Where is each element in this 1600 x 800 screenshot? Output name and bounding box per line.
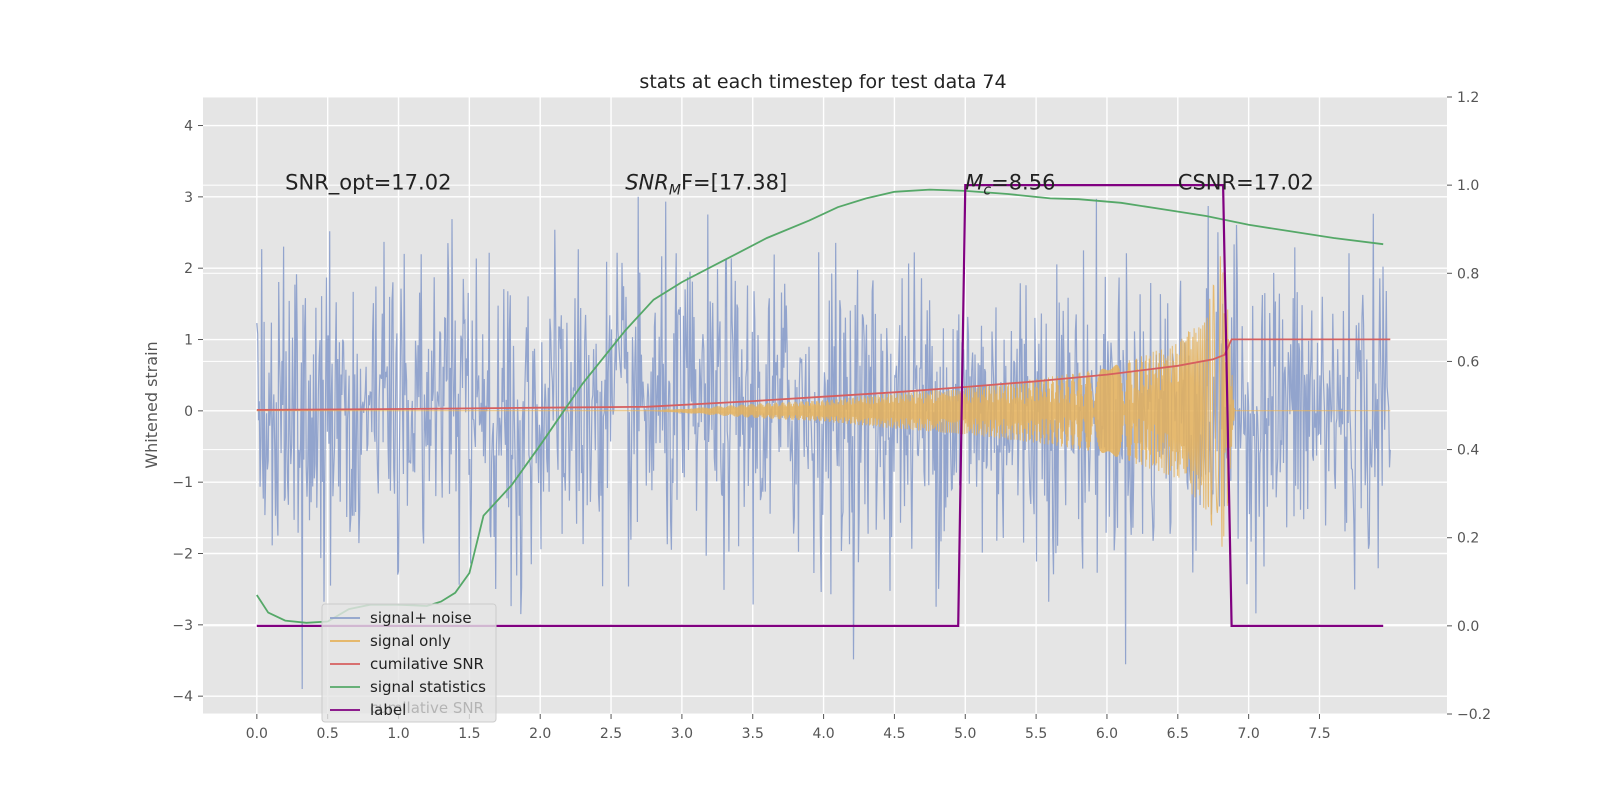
y-tick-label: −1: [172, 475, 193, 491]
x-tick-label: 1.5: [458, 726, 480, 742]
annotation-rest: F=[17.38]: [681, 171, 787, 195]
annotation-3: Mc=8.56: [965, 171, 1055, 199]
y-tick-label: 2: [184, 261, 193, 277]
x-tick-label: 2.5: [600, 726, 622, 742]
x-tick-label: 3.0: [671, 726, 693, 742]
legend-ghost-label: cumilative SNR: [370, 699, 484, 717]
series-cumulative-snr: [256, 338, 1391, 411]
y-tick-label: 4: [184, 119, 193, 135]
annotation-subscript: c: [983, 183, 991, 199]
legend-label: label: [370, 701, 406, 719]
axes: 0.0 0.5 1.0 1.5 2.0 2.5 3.0 3.5 4.0 4.5 5.0 5.5 6.0 6…: [172, 90, 1491, 742]
y2-tick-label: −0.2: [1457, 707, 1491, 723]
x-tick-label: 0.5: [317, 726, 339, 742]
annotation-4: CSNR=17.02: [1178, 171, 1314, 195]
y-axis-label: Whitened strain: [142, 341, 161, 468]
series-signal-only: [256, 256, 1391, 547]
legend: cumilative SNR signal+ noise signal only cu…: [321, 603, 497, 723]
annotation-main: SNR: [625, 171, 669, 195]
annotation-2: SNRMF=[17.38]: [625, 171, 787, 199]
legend-label: signal only: [370, 632, 451, 650]
annotation-1: SNR_opt=17.02: [285, 171, 451, 196]
annotations: SNR_opt=17.02 SNRMF=[17.38] Mc=8.56 CSNR=17…: [285, 171, 1314, 199]
y-tick-label: 0: [184, 404, 193, 420]
x-tick-label: 1.0: [387, 726, 409, 742]
x-tick-label: 4.0: [812, 726, 834, 742]
x-tick-label: 7.5: [1308, 726, 1330, 742]
x-tick-label: 5.5: [1025, 726, 1047, 742]
annotation-rest: =8.56: [991, 171, 1055, 195]
y2-tick-label: 1.2: [1457, 90, 1479, 106]
y2-tick-label: 0.4: [1457, 443, 1479, 459]
y2-tick-label: 0.0: [1457, 619, 1479, 635]
legend-label: cumilative SNR: [370, 655, 484, 673]
x-tick-label: 6.0: [1096, 726, 1118, 742]
annotation-main: M: [965, 171, 983, 195]
x-tick-label: 5.0: [954, 726, 976, 742]
legend-label: signal statistics: [370, 678, 486, 696]
legend-label: signal+ noise: [370, 609, 472, 627]
series-label: [256, 184, 1384, 627]
y-tick-label: 1: [184, 333, 193, 349]
annotation-subscript: M: [669, 183, 681, 199]
x-tick-label: 3.5: [742, 726, 764, 742]
x-tick-label: 0.0: [246, 726, 268, 742]
y2-tick-label: 0.6: [1457, 354, 1479, 370]
y-tick-label: 3: [184, 190, 193, 206]
y2-tick-label: 1.0: [1457, 178, 1479, 194]
y-tick-label: −4: [172, 689, 193, 705]
y2-tick-label: 0.8: [1457, 266, 1479, 282]
legend-box: [321, 603, 497, 723]
chart-title: stats at each timestep for test data 74: [639, 71, 1006, 93]
x-tick-label: 6.5: [1167, 726, 1189, 742]
y2-tick-label: 0.2: [1457, 531, 1479, 547]
y-tick-label: −3: [172, 618, 193, 634]
y-tick-label: −2: [172, 547, 193, 563]
x-tick-label: 4.5: [883, 726, 905, 742]
x-tick-label: 2.0: [529, 726, 551, 742]
x-tick-label: 7.0: [1238, 726, 1260, 742]
